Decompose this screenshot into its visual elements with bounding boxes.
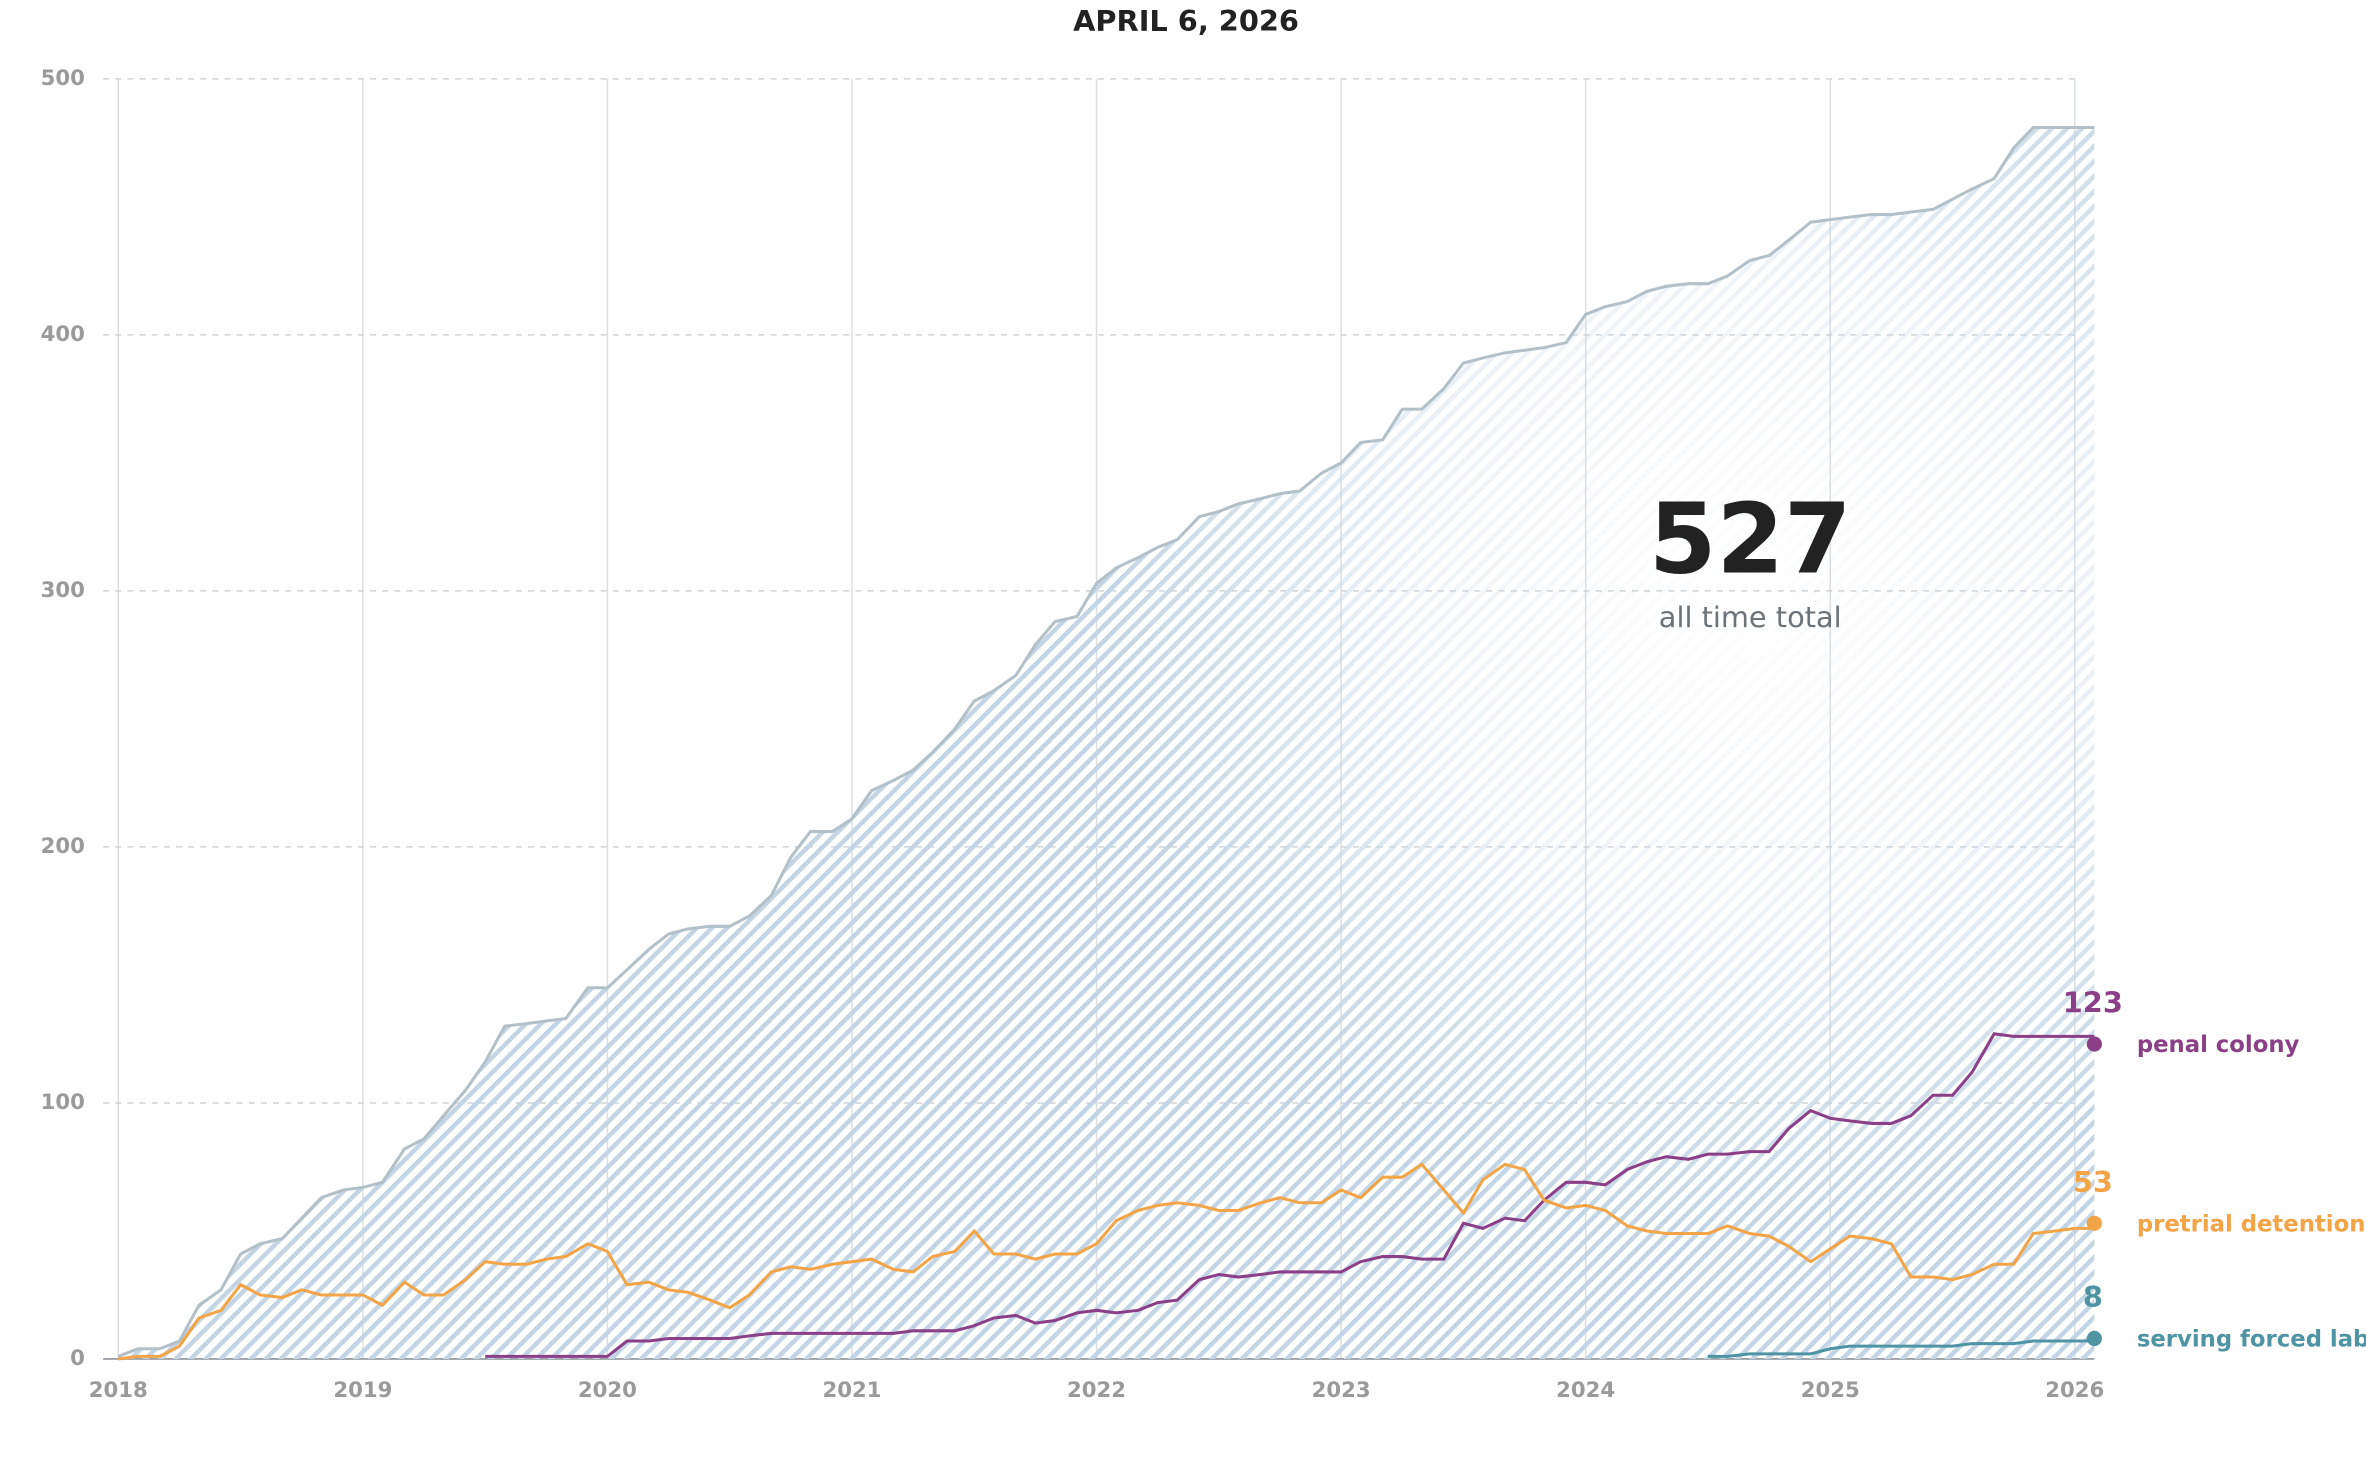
annotation-value: 527 bbox=[1649, 482, 1852, 595]
y-tick-label: 500 bbox=[41, 66, 85, 91]
end-dot bbox=[2086, 1036, 2102, 1052]
x-tick-label: 2023 bbox=[1312, 1378, 1371, 1403]
end-value-label: 8 bbox=[2083, 1280, 2103, 1314]
total-line bbox=[117, 125, 2095, 1358]
x-tick-label: 2018 bbox=[89, 1378, 148, 1403]
end-value-label: 123 bbox=[2063, 986, 2123, 1020]
x-tick-label: 2019 bbox=[333, 1378, 392, 1403]
x-tick-label: 2026 bbox=[2045, 1378, 2104, 1403]
y-tick-label: 200 bbox=[41, 834, 85, 859]
line-layer: 123 penal colony 53 pretrial detention 8 serv… bbox=[117, 125, 2366, 1361]
x-tick-label: 2021 bbox=[822, 1378, 881, 1403]
y-tick-label: 0 bbox=[70, 1346, 85, 1371]
x-tick-label: 2025 bbox=[1801, 1378, 1860, 1403]
y-tick-label: 300 bbox=[41, 578, 85, 603]
y-tick-label: 400 bbox=[41, 322, 85, 347]
series-name: penal colony bbox=[2137, 1032, 2300, 1058]
series-line bbox=[1707, 1339, 2095, 1358]
area-layer bbox=[118, 127, 2095, 1359]
series-line bbox=[118, 1162, 2095, 1361]
end-dot bbox=[2086, 1330, 2102, 1347]
x-tick-label: 2024 bbox=[1556, 1378, 1615, 1403]
x-tick-label: 2022 bbox=[1067, 1378, 1126, 1403]
total-area bbox=[118, 127, 2095, 1359]
end-dot bbox=[2086, 1215, 2102, 1231]
annotation-label: all time total bbox=[1659, 600, 1842, 634]
chart-title: APRIL 6, 2026 bbox=[1073, 4, 1299, 38]
x-tick-label: 2020 bbox=[578, 1378, 637, 1403]
end-value-label: 53 bbox=[2073, 1165, 2113, 1199]
y-tick-label: 100 bbox=[41, 1090, 85, 1115]
series-line bbox=[485, 1032, 2095, 1358]
series-name: pretrial detention bbox=[2137, 1211, 2366, 1237]
series-name: serving forced labor bbox=[2137, 1327, 2366, 1353]
